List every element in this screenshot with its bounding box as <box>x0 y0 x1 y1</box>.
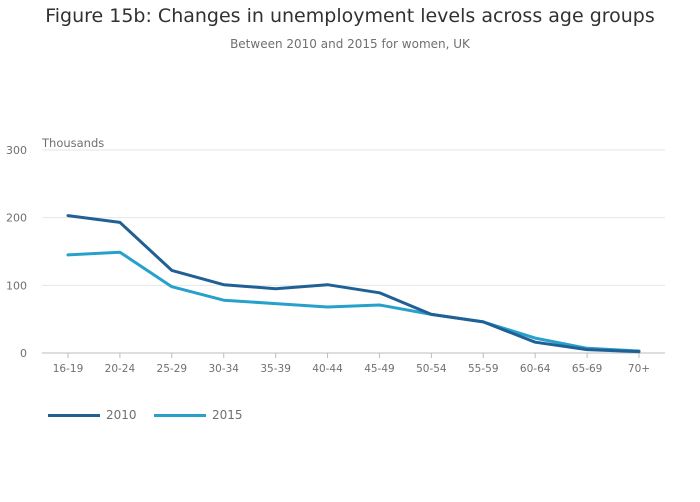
y-tick-label-300: 300 <box>6 144 27 157</box>
y-tick-label-0: 0 <box>20 347 27 360</box>
y-tick-label-100: 100 <box>6 279 27 292</box>
y-tick-label-200: 200 <box>6 212 27 225</box>
x-tick-label-35-39: 35-39 <box>260 363 291 375</box>
legend-swatch-2010 <box>48 413 100 417</box>
x-tick-label-40-44: 40-44 <box>312 363 343 375</box>
chart-subtitle: Between 2010 and 2015 for women, UK <box>230 37 470 51</box>
legend-label-2015: 2015 <box>212 408 243 422</box>
x-tick-label-45-49: 45-49 <box>364 363 395 375</box>
x-tick-label-20-24: 20-24 <box>105 363 136 375</box>
x-tick-label-30-34: 30-34 <box>208 363 239 375</box>
x-tick-label-70+: 70+ <box>628 363 650 375</box>
legend-item-2010[interactable]: 2010 <box>48 408 137 422</box>
y-axis-label: Thousands <box>42 136 105 150</box>
chart-title: Figure 15b: Changes in unemployment leve… <box>45 5 655 27</box>
legend-swatch-2015 <box>154 413 206 417</box>
x-tick-label-25-29: 25-29 <box>157 363 188 375</box>
x-tick-label-55-59: 55-59 <box>468 363 499 375</box>
series-line-2010 <box>66 214 641 354</box>
legend-item-2015[interactable]: 2015 <box>154 408 243 422</box>
x-tick-label-16-19: 16-19 <box>53 363 84 375</box>
x-tick-label-60-64: 60-64 <box>520 363 551 375</box>
series-line-2015 <box>66 250 641 353</box>
x-tick-label-65-69: 65-69 <box>572 363 603 375</box>
x-tick-label-50-54: 50-54 <box>416 363 447 375</box>
legend-label-2010: 2010 <box>106 408 137 422</box>
